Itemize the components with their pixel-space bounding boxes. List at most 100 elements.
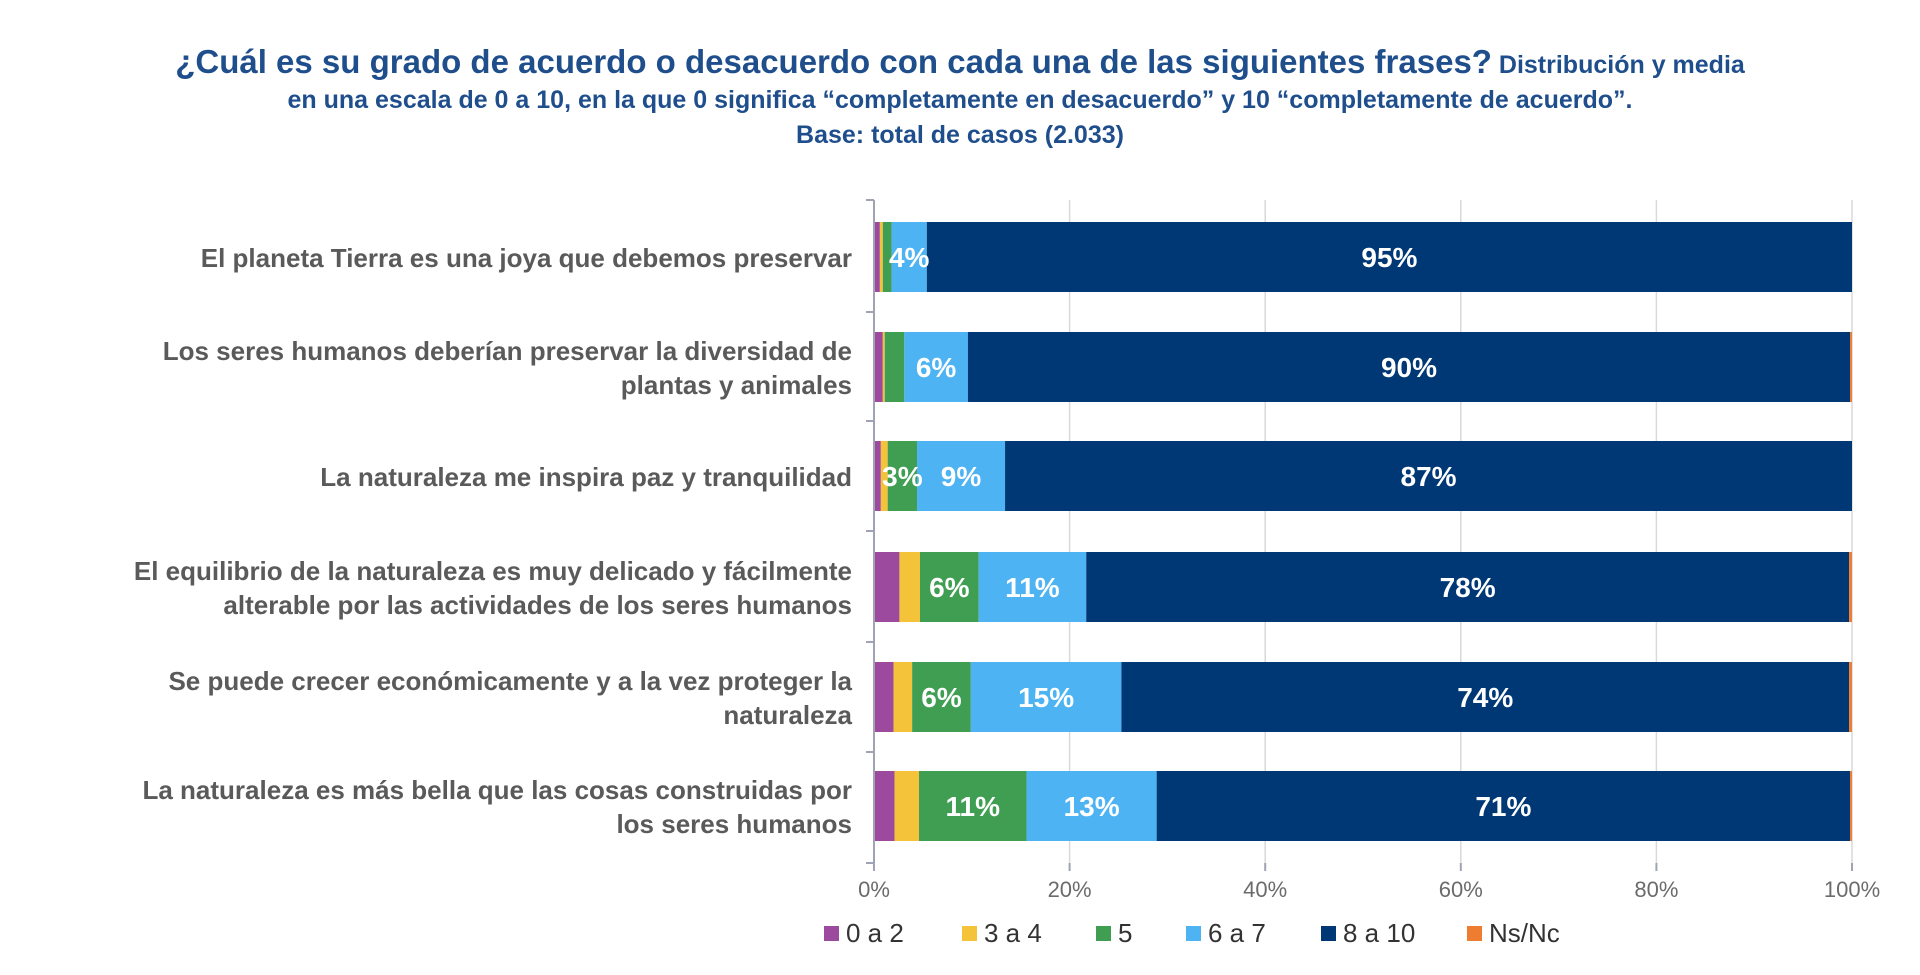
legend-item[interactable]: 6 a 7 xyxy=(1186,918,1266,948)
bar-segment-3-a-4 xyxy=(899,552,920,622)
data-label: 6% xyxy=(929,572,970,603)
legend-swatch xyxy=(1467,926,1482,941)
subtitle-part-1: Distribución y media xyxy=(1498,51,1745,79)
bar-segment-8-a-10 xyxy=(1121,662,1850,732)
legend-swatch xyxy=(824,926,839,941)
data-label: 3% xyxy=(882,461,923,492)
legend-label: 3 a 4 xyxy=(984,918,1042,948)
category-label-line: El planeta Tierra es una joya que debemo… xyxy=(201,243,852,273)
category-label-line: La naturaleza me inspira paz y tranquili… xyxy=(320,462,852,492)
bar-segment-6-a-7 xyxy=(978,552,1087,622)
legend-swatch xyxy=(1186,926,1201,941)
bar-segment-8-a-10 xyxy=(926,222,1852,292)
bar-segment-ns-nc xyxy=(1849,552,1852,622)
bar-segment-ns-nc xyxy=(1850,771,1852,841)
legend-label: Ns/Nc xyxy=(1489,918,1560,948)
subtitle-line-3: Base: total de casos (2.033) xyxy=(796,121,1124,149)
data-label: 87% xyxy=(1401,461,1457,492)
bar-segment-0-a-2 xyxy=(874,552,900,622)
bar-segment-3-a-4 xyxy=(882,332,885,402)
category-label: La naturaleza es más bella que las cosas… xyxy=(142,775,852,839)
bar-segment-6-a-7 xyxy=(1026,771,1157,841)
data-label: 6% xyxy=(921,682,962,713)
category-label: El planeta Tierra es una joya que debemo… xyxy=(201,243,852,273)
legend-swatch xyxy=(962,926,977,941)
category-labels: El planeta Tierra es una joya que debemo… xyxy=(134,243,853,839)
bar-segment-0-a-2 xyxy=(874,441,881,511)
data-label: 74% xyxy=(1457,682,1513,713)
category-label-line: Los seres humanos deberían preservar la … xyxy=(163,336,852,366)
bar-segment-8-a-10 xyxy=(967,332,1851,402)
category-label-line: alterable por las actividades de los ser… xyxy=(223,590,852,620)
bar-segment-0-a-2 xyxy=(874,662,894,732)
category-label-line: naturaleza xyxy=(723,700,852,730)
bar-segment-8-a-10 xyxy=(1005,441,1852,511)
category-label-line: Se puede crecer económicamente y a la ve… xyxy=(168,666,852,696)
bar-segment-3-a-4 xyxy=(894,771,919,841)
legend-item[interactable]: Ns/Nc xyxy=(1467,918,1560,948)
bar-segment-6-a-7 xyxy=(917,441,1006,511)
category-label-line: plantas y animales xyxy=(621,370,852,400)
legend-label: 6 a 7 xyxy=(1208,918,1266,948)
bar-segment-3-a-4 xyxy=(880,441,888,511)
legend-item[interactable]: 5 xyxy=(1096,918,1132,948)
bar-segment-5 xyxy=(919,552,979,622)
bar-segment-0-a-2 xyxy=(874,771,895,841)
x-tick-label: 40% xyxy=(1243,877,1287,902)
legend-item[interactable]: 8 a 10 xyxy=(1321,918,1415,948)
legend-label: 0 a 2 xyxy=(846,918,904,948)
category-label: La naturaleza me inspira paz y tranquili… xyxy=(320,462,852,492)
bar-segment-8-a-10 xyxy=(1156,771,1851,841)
data-label: 71% xyxy=(1475,791,1531,822)
legend[interactable]: 0 a 2 3 a 4 5 6 a 7 8 a 10 Ns/Nc xyxy=(824,918,1560,948)
category-label: El equilibrio de la naturaleza es muy de… xyxy=(134,556,852,620)
title-question: ¿Cuál es su grado de acuerdo o desacuerd… xyxy=(175,43,1492,80)
bar-segment-3-a-4 xyxy=(893,662,913,732)
x-tick-label: 100% xyxy=(1824,877,1880,902)
category-label: Se puede crecer económicamente y a la ve… xyxy=(168,666,852,730)
data-label: 13% xyxy=(1064,791,1120,822)
data-label: 6% xyxy=(916,352,957,383)
axes: 0% 20% 40% 60% 80% 100% xyxy=(858,199,1880,902)
legend-item[interactable]: 0 a 2 xyxy=(824,918,904,948)
title-line-1: ¿Cuál es su grado de acuerdo o desacuerd… xyxy=(0,44,1920,83)
bar-segment-5 xyxy=(912,662,971,732)
subtitle-line-2: en una escala de 0 a 10, en la que 0 sig… xyxy=(287,86,1633,114)
bar-segment-5 xyxy=(882,222,892,292)
data-label: 78% xyxy=(1440,572,1496,603)
legend-label: 5 xyxy=(1118,918,1132,948)
legend-label: 8 a 10 xyxy=(1343,918,1415,948)
data-label: 4% xyxy=(889,242,930,273)
category-label-line: los seres humanos xyxy=(616,809,852,839)
bars xyxy=(874,222,1852,841)
bar-segment-6-a-7 xyxy=(904,332,968,402)
legend-item[interactable]: 3 a 4 xyxy=(962,918,1042,948)
x-tick-label: 80% xyxy=(1634,877,1678,902)
bar-segment-0-a-2 xyxy=(874,222,880,292)
bar-segment-3-a-4 xyxy=(879,222,883,292)
x-tick-label: 60% xyxy=(1439,877,1483,902)
category-label-line: El equilibrio de la naturaleza es muy de… xyxy=(134,556,852,586)
bar-segment-0-a-2 xyxy=(874,332,883,402)
legend-swatch xyxy=(1096,926,1111,941)
data-label: 90% xyxy=(1381,352,1437,383)
bar-segment-5 xyxy=(918,771,1027,841)
data-label: 15% xyxy=(1018,682,1074,713)
data-label: 9% xyxy=(941,461,982,492)
bar-segment-6-a-7 xyxy=(891,222,927,292)
bar-segment-5 xyxy=(887,441,918,511)
bar-segment-ns-nc xyxy=(1849,662,1852,732)
data-label: 95% xyxy=(1361,242,1417,273)
grid-lines xyxy=(1068,200,1853,863)
segment-labels: 4% 95% 6% 90% 3% 9% 87% 6% 11% 78% 6% 15% 74% 11% 13% 7… xyxy=(882,242,1531,822)
bar-segment-ns-nc xyxy=(1850,332,1852,402)
category-label-line: La naturaleza es más bella que las cosas… xyxy=(142,775,852,805)
bar-segment-5 xyxy=(884,332,905,402)
category-label: Los seres humanos deberían preservar la … xyxy=(163,336,852,400)
bar-segment-6-a-7 xyxy=(970,662,1122,732)
data-label: 11% xyxy=(1005,572,1060,603)
legend-swatch xyxy=(1321,926,1336,941)
data-label: 11% xyxy=(946,791,1001,822)
x-tick-label: 20% xyxy=(1048,877,1092,902)
